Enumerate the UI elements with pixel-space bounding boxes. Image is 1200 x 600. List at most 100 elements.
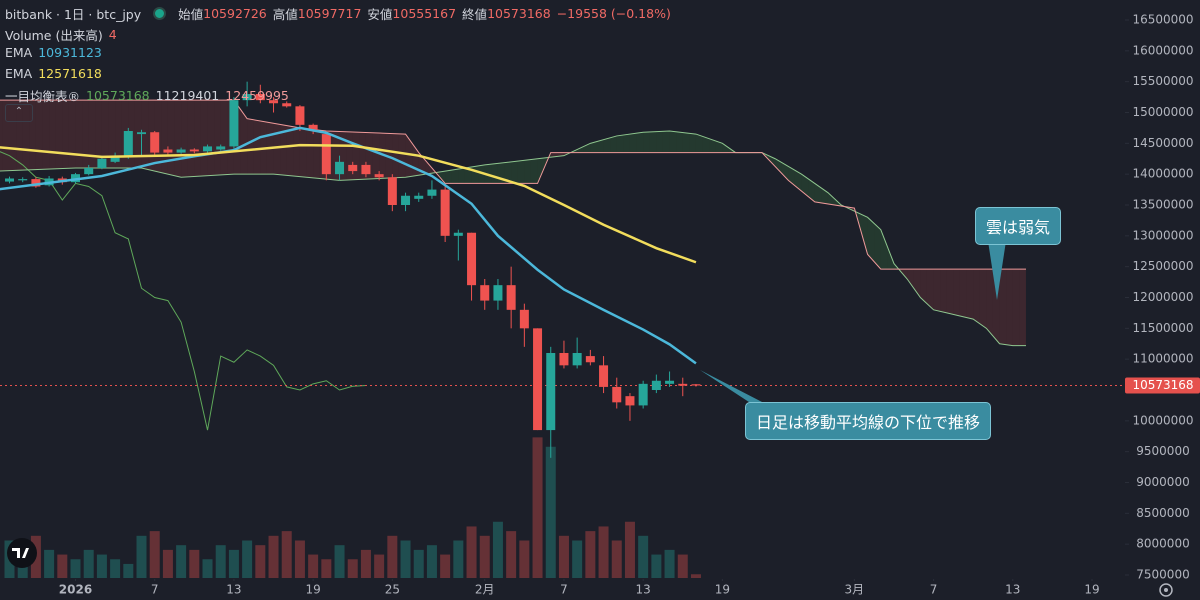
volume-bar <box>44 549 55 578</box>
cloud-fill <box>933 269 941 312</box>
cloud-fill <box>596 139 604 153</box>
candle-body <box>295 106 305 125</box>
cloud-fill <box>524 159 531 184</box>
cloud-fill <box>1006 269 1013 346</box>
cloud-fill <box>280 124 287 176</box>
volume-bar <box>598 526 609 578</box>
volume-bar <box>347 559 358 578</box>
plot-area <box>0 81 1125 578</box>
cloud-fill <box>781 162 789 181</box>
volume-bar <box>400 540 411 578</box>
candle-body <box>480 285 490 301</box>
volume-bar <box>189 549 200 578</box>
cloud-fill <box>108 100 116 168</box>
volume-bar <box>360 549 371 578</box>
volume-bar <box>255 545 266 578</box>
logo <box>7 538 37 568</box>
cloud-fill <box>649 131 657 153</box>
cloud-fill <box>200 100 208 177</box>
symbol[interactable]: bitbank · 1日 · btc_jpy <box>5 7 142 22</box>
cloud-fill <box>887 246 894 270</box>
candle-body <box>269 100 279 104</box>
legend-value: 4 <box>108 27 117 42</box>
collapse-button[interactable]: ⌃ <box>5 104 33 122</box>
cloud-fill <box>999 269 1007 345</box>
volume-bar <box>611 540 622 578</box>
y-tick-label: 9500000 <box>1136 444 1189 458</box>
volume-bar <box>294 540 305 578</box>
cloud-fill <box>973 269 980 324</box>
x-tick-label: 3月 <box>845 583 865 597</box>
cloud-fill <box>610 135 617 153</box>
cloud-fill <box>115 100 122 168</box>
volume-bar <box>110 559 121 578</box>
legend-label: EMA <box>5 66 33 81</box>
candle-body <box>255 94 265 101</box>
settings-icon[interactable] <box>1159 583 1173 597</box>
cloud-fill <box>603 137 611 153</box>
candle-body <box>585 356 595 363</box>
y-tick-label: 10000000 <box>1132 413 1193 427</box>
status-dot <box>153 7 167 20</box>
annotation: 日足は移動平均線の下位で推移 <box>745 402 992 440</box>
volume-bar <box>440 554 451 578</box>
cloud-fill <box>9 100 17 171</box>
cloud-fill <box>42 100 50 170</box>
cloud-fill <box>867 217 875 262</box>
cloud-fill <box>68 100 76 169</box>
cloud-fill <box>669 131 677 153</box>
candle-body <box>651 380 661 390</box>
legend-ema: EMA 12571618 <box>5 66 102 81</box>
candle-body <box>678 383 688 386</box>
candle-body <box>414 195 424 199</box>
cloud-fill <box>458 168 465 184</box>
candle-body <box>189 149 199 152</box>
candle-body <box>401 195 411 205</box>
y-tick-label: 16500000 <box>1132 13 1193 27</box>
volume-bar <box>162 549 173 578</box>
volume-bar <box>690 574 701 578</box>
volume-bar <box>228 549 239 578</box>
annotation: 雲は弱気 <box>975 207 1062 245</box>
volume-bar <box>57 554 68 578</box>
candle-body <box>559 353 569 366</box>
y-tick-label: 12500000 <box>1132 259 1193 273</box>
cloud-fill <box>445 170 452 184</box>
cloud-fill <box>75 100 83 168</box>
cloud-fill <box>874 223 881 270</box>
candle-body <box>665 380 675 384</box>
y-tick-label: 16000000 <box>1132 43 1193 57</box>
candle-body <box>5 178 14 182</box>
cloud-fill <box>88 100 96 168</box>
cloud-fill <box>174 100 182 178</box>
candle-body <box>612 386 622 403</box>
cloud-fill <box>438 171 446 184</box>
candle-body <box>546 353 556 431</box>
volume-bar <box>585 531 596 578</box>
cloud-fill <box>583 143 591 153</box>
cloud-fill <box>451 169 459 184</box>
candle-body <box>691 384 701 386</box>
candle-body <box>97 158 107 168</box>
cloud-fill <box>1012 269 1020 346</box>
cloud-fill <box>491 163 498 184</box>
y-tick-label: 12000000 <box>1132 290 1193 304</box>
legend-value: 10931123 <box>38 45 102 60</box>
y-tick-label: 8500000 <box>1136 506 1189 520</box>
candle-body <box>176 149 186 153</box>
cloud-fill <box>689 133 696 153</box>
volume-bar <box>242 540 253 578</box>
legend-ema: EMA 10931123 <box>5 45 102 60</box>
ohlc-value: 10597717 <box>297 6 362 21</box>
x-tick-label: 19 <box>1084 583 1099 597</box>
cloud-fill <box>827 192 835 205</box>
cloud-fill <box>808 178 815 202</box>
cloud-fill <box>35 100 43 170</box>
cloud-fill <box>1019 269 1026 346</box>
cloud-fill <box>101 100 109 168</box>
last-price-label: 10573168 <box>1132 378 1193 392</box>
callout-pointer <box>988 241 1006 300</box>
x-tick-label: 19 <box>305 583 320 597</box>
volume-bar <box>638 535 649 578</box>
x-tick-label: 2月 <box>475 583 495 597</box>
